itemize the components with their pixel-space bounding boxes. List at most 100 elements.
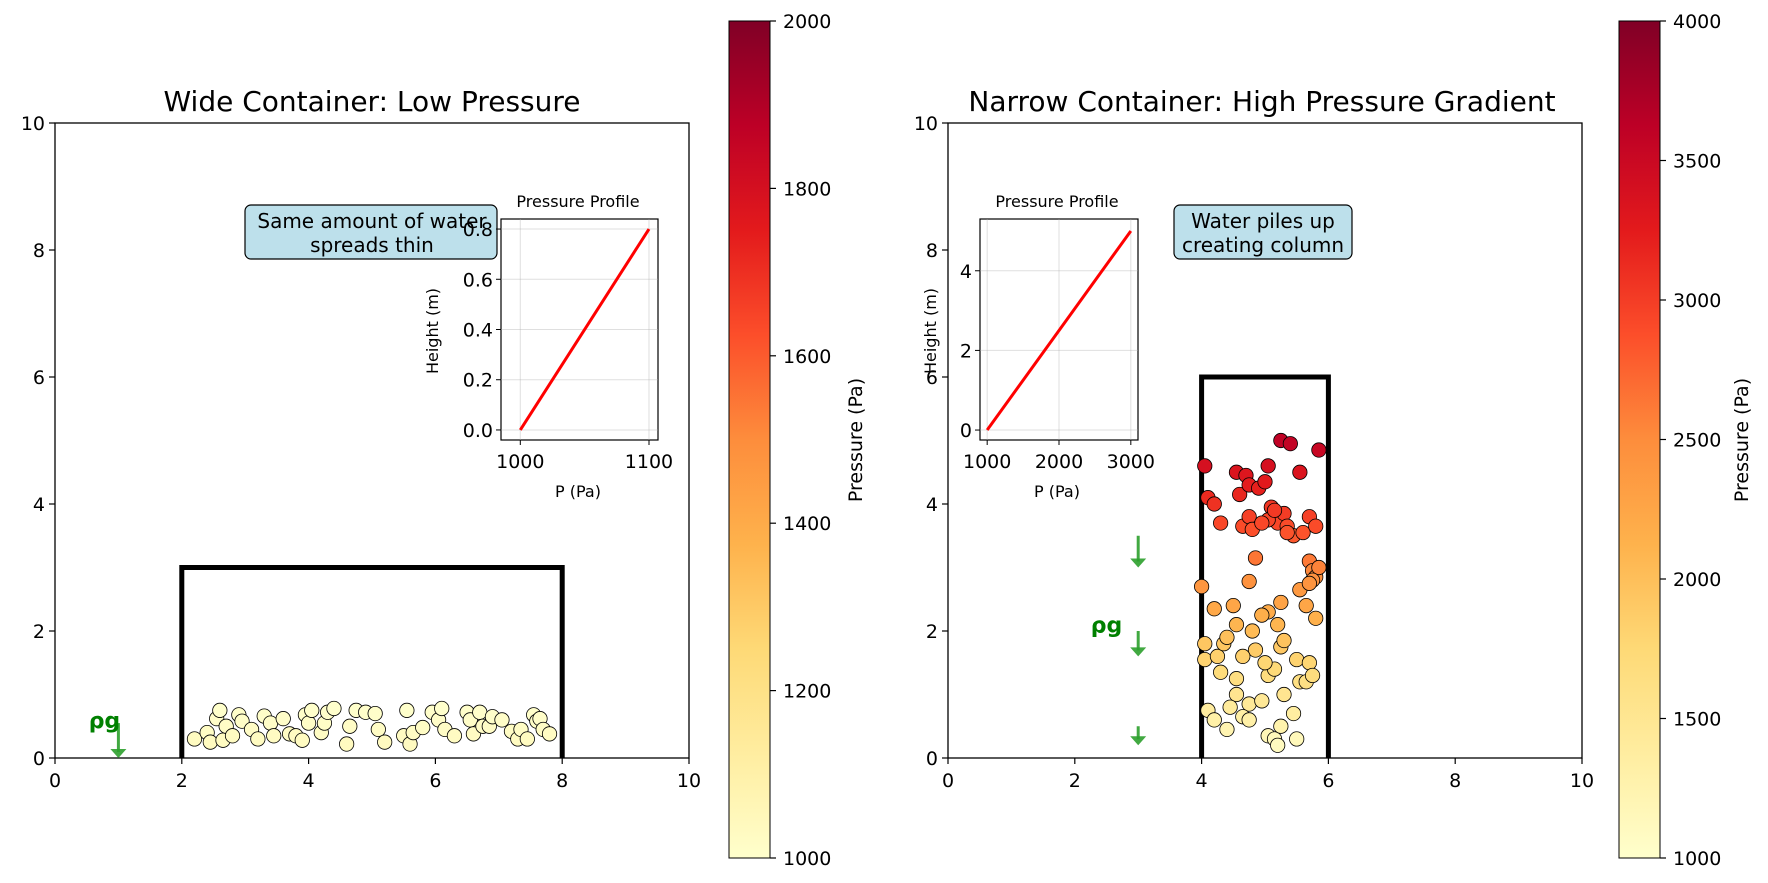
pressure-line bbox=[985, 230, 1133, 431]
water-particle bbox=[1257, 474, 1273, 490]
inset-xlabel: P (Pa) bbox=[1034, 482, 1080, 501]
y-tick-label: 4 bbox=[33, 494, 45, 516]
inset-axes: 1000 1100 0.0 0.2 0.4 0.6 0.8 bbox=[463, 218, 673, 473]
y-tick-label: 8 bbox=[926, 240, 938, 262]
water-particle bbox=[326, 700, 342, 717]
inset-title: Pressure Profile bbox=[516, 192, 639, 211]
water-particle bbox=[377, 734, 393, 750]
inset-y-tick-label: 0.8 bbox=[463, 219, 493, 241]
water-particle bbox=[1213, 664, 1229, 680]
y-tick-label: 8 bbox=[33, 240, 45, 262]
colorbar-tick-label: 1400 bbox=[783, 513, 831, 535]
water-particle bbox=[415, 719, 431, 736]
x-tick-label: 6 bbox=[429, 770, 441, 792]
inset-x-tick-label: 2000 bbox=[1035, 451, 1083, 473]
water-particle bbox=[1270, 737, 1286, 753]
water-particle bbox=[1247, 642, 1264, 658]
water-particle bbox=[434, 700, 450, 717]
container-outline bbox=[1199, 374, 1331, 758]
gravity-arrow-head bbox=[110, 749, 127, 758]
annotation-line-2: creating column bbox=[1182, 233, 1344, 257]
water-particle bbox=[1270, 617, 1286, 633]
inset-y-tick-label: 0.4 bbox=[463, 320, 493, 342]
axes: 0 2 4 6 8 10 0 2 4 6 8 10 bbox=[21, 113, 701, 792]
y-tick-label: 6 bbox=[33, 367, 45, 389]
inset-y-tick-label: 2 bbox=[960, 340, 972, 362]
colorbar-tick-label: 1000 bbox=[783, 848, 831, 870]
water-particle bbox=[1304, 667, 1321, 684]
water-particle bbox=[1219, 629, 1235, 645]
water-particle bbox=[1282, 436, 1298, 452]
x-tick-label: 2 bbox=[1069, 770, 1081, 792]
inset-y-tick-label: 4 bbox=[960, 261, 972, 283]
particles bbox=[186, 700, 558, 752]
water-particle bbox=[1276, 632, 1292, 649]
water-particle bbox=[1292, 464, 1308, 480]
gravity-arrows bbox=[1130, 535, 1147, 746]
colorbar-label: Pressure (Pa) bbox=[845, 378, 867, 502]
x-tick-label: 6 bbox=[1322, 770, 1334, 792]
water-particle bbox=[1279, 524, 1295, 541]
chart-title: Narrow Container: High Pressure Gradient bbox=[968, 85, 1555, 118]
x-tick-label: 4 bbox=[303, 770, 315, 792]
y-tick-label: 10 bbox=[914, 113, 938, 135]
water-particle bbox=[250, 731, 266, 747]
water-particle bbox=[224, 728, 241, 744]
rho-g-label: ρg bbox=[1091, 614, 1123, 639]
water-particle bbox=[186, 731, 203, 747]
axes-frame bbox=[54, 122, 690, 759]
water-particle bbox=[1241, 696, 1257, 712]
x-tick-label: 8 bbox=[556, 770, 568, 792]
colorbar-tick-label: 1200 bbox=[783, 681, 831, 703]
water-particle bbox=[1273, 718, 1289, 734]
water-particle bbox=[202, 734, 218, 750]
colorbar-tick-label: 1800 bbox=[783, 178, 831, 200]
water-particle bbox=[1206, 496, 1222, 512]
wide-container-chart: Wide Container: Low Pressure 0 2 4 6 8 10 0 2 4 6… bbox=[21, 11, 867, 870]
colorbar-tick-label: 2500 bbox=[1673, 430, 1721, 452]
water-particle bbox=[1235, 648, 1251, 665]
water-particle bbox=[1206, 601, 1222, 617]
y-tick-label: 10 bbox=[21, 113, 45, 135]
water-particle bbox=[1260, 458, 1276, 474]
colorbar: 1000 1500 2000 2500 3000 3500 4000 Pressure (P… bbox=[1618, 11, 1753, 870]
water-particle bbox=[1225, 597, 1241, 614]
water-particle bbox=[1228, 617, 1245, 633]
water-particle bbox=[399, 702, 415, 718]
water-particle bbox=[1241, 573, 1257, 590]
colorbar-ticks: 1000 1200 1400 1600 1800 2000 bbox=[770, 11, 831, 870]
water-particle bbox=[370, 721, 386, 738]
water-particle bbox=[262, 715, 279, 731]
y-tick-label: 4 bbox=[926, 494, 938, 516]
water-particle bbox=[541, 726, 558, 742]
x-tick-label: 0 bbox=[49, 770, 61, 792]
water-particle bbox=[266, 728, 282, 744]
water-particle bbox=[1241, 712, 1257, 728]
rho-g-label: ρg bbox=[89, 709, 121, 734]
annotation-line-1: Water piles up bbox=[1191, 209, 1335, 233]
gravity-arrow-head bbox=[1130, 558, 1147, 568]
water-particle bbox=[1295, 524, 1311, 541]
water-particle bbox=[1311, 559, 1327, 576]
pressure-line bbox=[519, 228, 651, 431]
water-particle bbox=[1289, 731, 1305, 747]
x-tick-label: 4 bbox=[1196, 770, 1208, 792]
water-particle bbox=[1257, 655, 1273, 671]
water-particle bbox=[1209, 648, 1226, 665]
inset-y-tick-label: 0.2 bbox=[463, 370, 493, 392]
colorbar-tick-label: 3000 bbox=[1673, 290, 1721, 312]
inset-x-tick-label: 1000 bbox=[963, 451, 1011, 473]
y-tick-label: 6 bbox=[926, 367, 938, 389]
chart-title: Wide Container: Low Pressure bbox=[163, 85, 580, 118]
x-tick-label: 10 bbox=[677, 770, 701, 792]
water-particle bbox=[1285, 705, 1302, 722]
colorbar-label: Pressure (Pa) bbox=[1731, 378, 1753, 502]
water-particle bbox=[1311, 442, 1327, 458]
colorbar: 1000 1200 1400 1600 1800 2000 Pressure (Pa) bbox=[728, 11, 867, 870]
water-particle bbox=[1241, 509, 1257, 525]
water-particle bbox=[1213, 515, 1229, 531]
inset-x-tick-label: 3000 bbox=[1107, 451, 1155, 473]
water-particle bbox=[1254, 515, 1270, 531]
x-tick-label: 8 bbox=[1449, 770, 1461, 792]
